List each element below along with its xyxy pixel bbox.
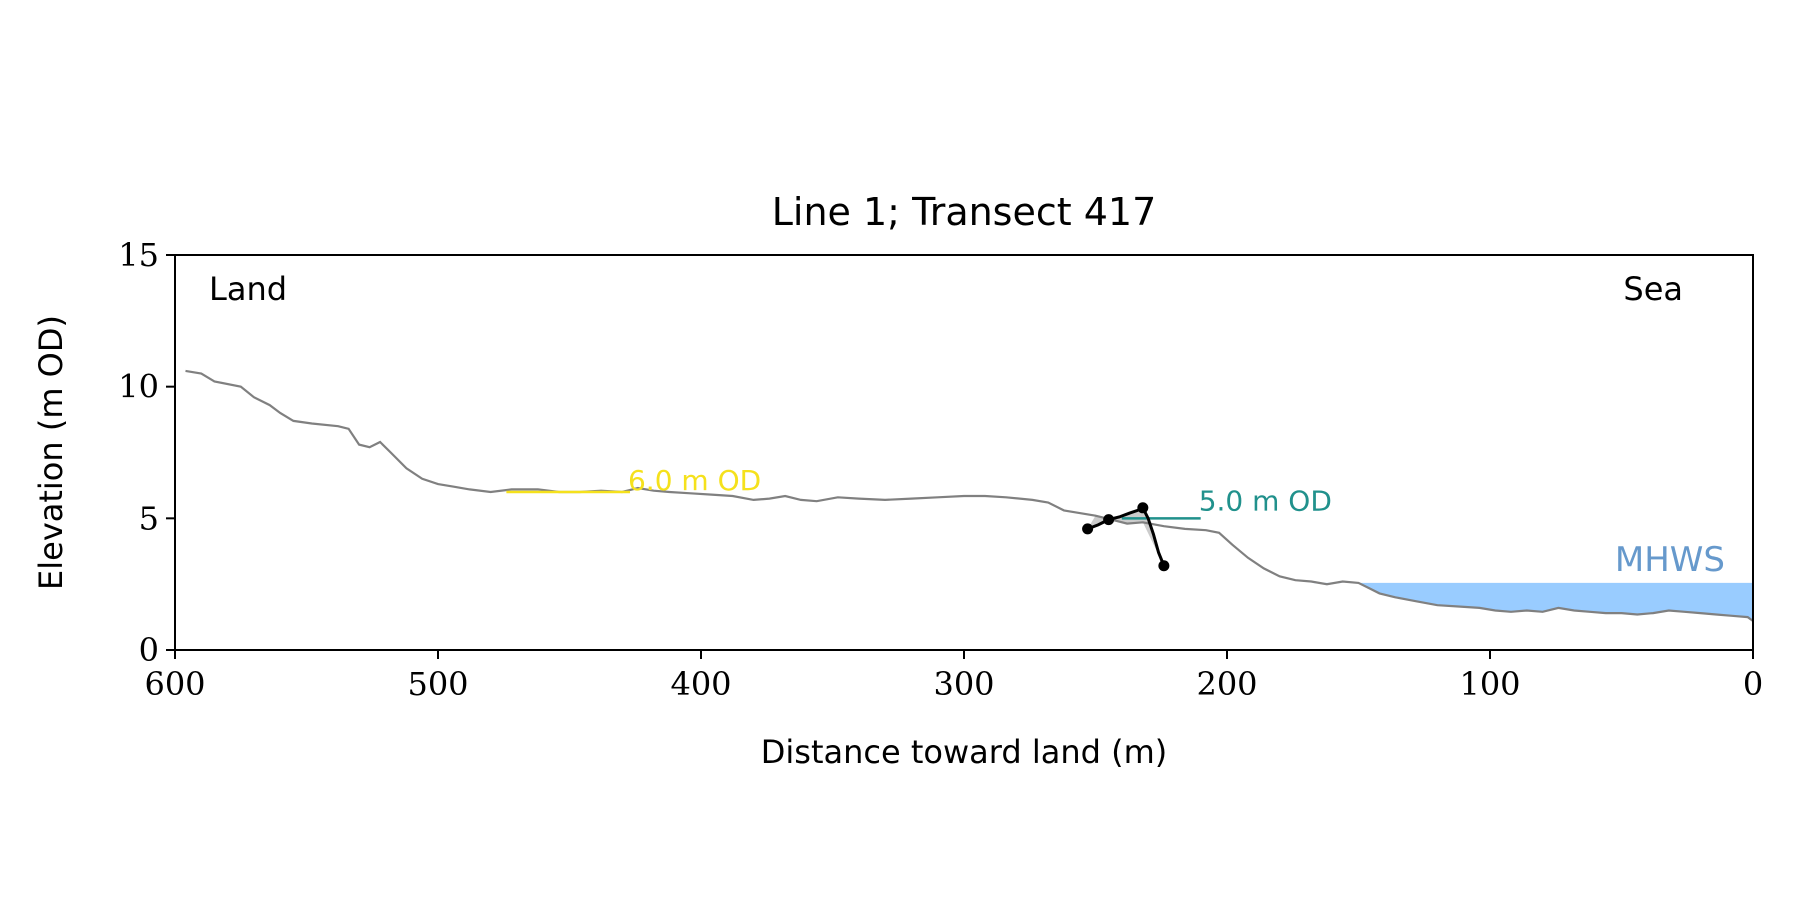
chart-title: Line 1; Transect 417 [772,190,1157,234]
y-tick-label: 10 [118,368,159,406]
cliff-points [1082,502,1170,572]
y-axis-label: Elevation (m OD) [32,315,70,590]
x-tick-label: 300 [933,665,994,703]
cliff-point [1137,502,1149,514]
profile-line [185,369,1754,622]
y-tick-label: 5 [139,499,159,537]
x-axis-ticks: 600 500 400 300 200 100 0 [144,650,1763,703]
x-tick-label: 100 [1459,665,1520,703]
y-tick-label: 15 [118,236,159,274]
x-tick-label: 500 [407,665,468,703]
five-m-od-label: 5.0 m OD [1199,484,1332,517]
y-axis-ticks: 0 5 10 15 [118,236,175,669]
x-tick-label: 0 [1743,665,1763,703]
sea-label: Sea [1623,270,1683,308]
y-tick-label: 0 [139,631,159,669]
x-tick-label: 600 [144,665,205,703]
land-label: Land [209,270,287,308]
x-tick-label: 400 [670,665,731,703]
mhws-fill [1229,582,1753,622]
x-tick-label: 200 [1196,665,1257,703]
cliff-point [1158,560,1170,572]
mhws-label: MHWS [1615,540,1725,580]
x-axis-label: Distance toward land (m) [761,733,1167,771]
cliff-point [1103,514,1115,526]
cliff-point [1082,523,1094,535]
od-lines [506,490,1201,520]
six-m-od-label: 6.0 m OD [628,464,761,497]
